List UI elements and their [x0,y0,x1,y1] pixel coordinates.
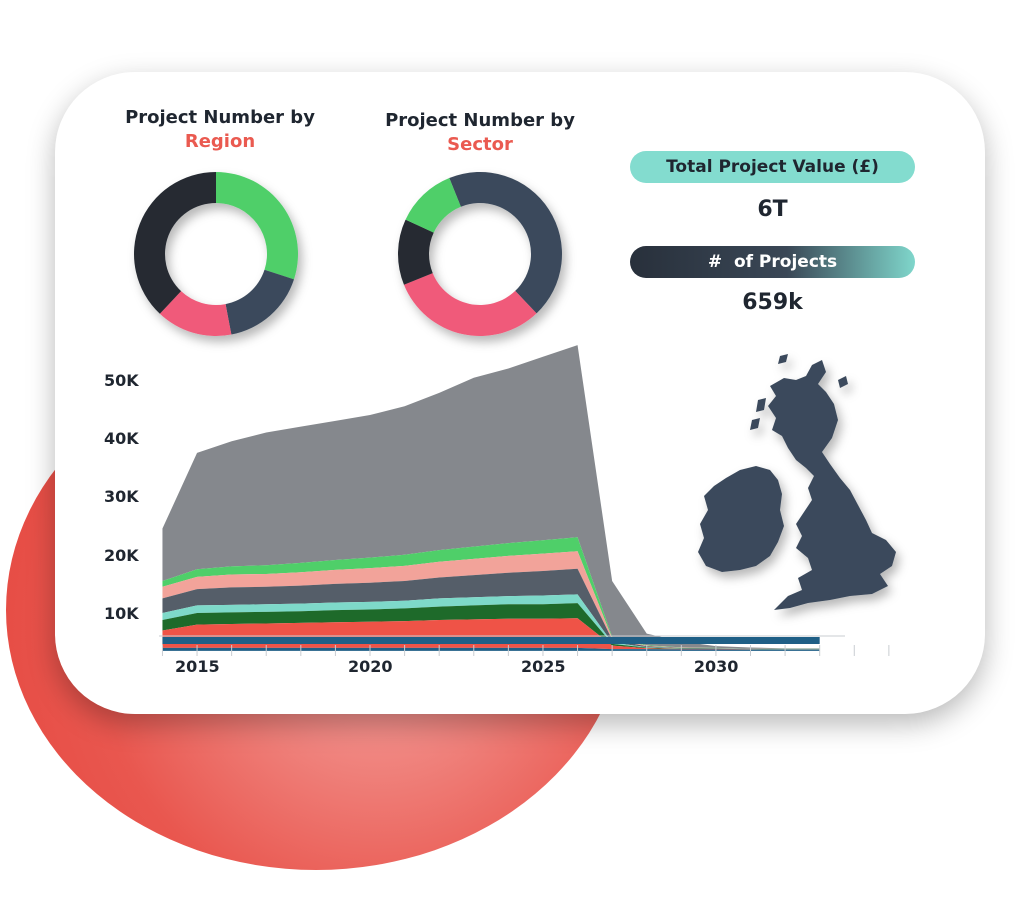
region-donut-title: Project Number by Region [110,106,330,154]
y-tick-label: 30K [104,487,139,507]
area-series-4 [162,568,820,650]
area-series-5 [162,551,820,650]
donut-slice-pink [403,273,537,337]
uk-ireland-map-icon [698,354,896,610]
x-tick-label: 2030 [693,657,739,676]
x-tick-label: 2025 [520,657,566,676]
area-series-6 [162,537,820,649]
region-donut-chart [134,172,298,336]
x-tick-label: 2020 [348,657,393,676]
sector-donut-title: Project Number by Sector [370,109,590,157]
donut-slice-dark [398,219,434,285]
region-donut-title-highlight: Region [184,131,256,152]
y-tick-label: 50K [104,371,139,390]
donut-slice-slate [449,171,562,314]
donut-slice-dark [134,172,216,314]
total-value-kpi: 6T [757,197,788,222]
stacked-area-chart [159,345,890,656]
donut-slice-slate [225,269,294,335]
x-tick-label: 2015 [175,657,220,676]
area-series-7 [162,345,820,649]
area-series-3 [162,594,820,650]
y-tick-label: 20K [104,545,139,565]
sector-donut-chart [398,171,562,337]
total-value-label: Total Project Value (£) [666,157,879,177]
donut-slice-pink [159,291,232,336]
y-tick-label: 40K [104,429,139,449]
project-count-kpi: 659k [742,290,803,315]
sector-donut-title-text: Project Number by [385,110,575,131]
y-tick-label: 10K [104,603,139,623]
project-count-pill: # of Projects [630,246,915,278]
area-series-0 [162,647,820,651]
sector-donut-title-highlight: Sector [447,134,513,155]
project-count-label: # of Projects [707,252,838,272]
total-value-pill: Total Project Value (£) [630,151,915,183]
donut-slice-green [216,172,298,280]
area-series-2 [162,603,820,650]
donut-slice-green [405,177,461,233]
area-baseline-band [162,637,820,644]
region-donut-title-text: Project Number by [125,107,315,128]
